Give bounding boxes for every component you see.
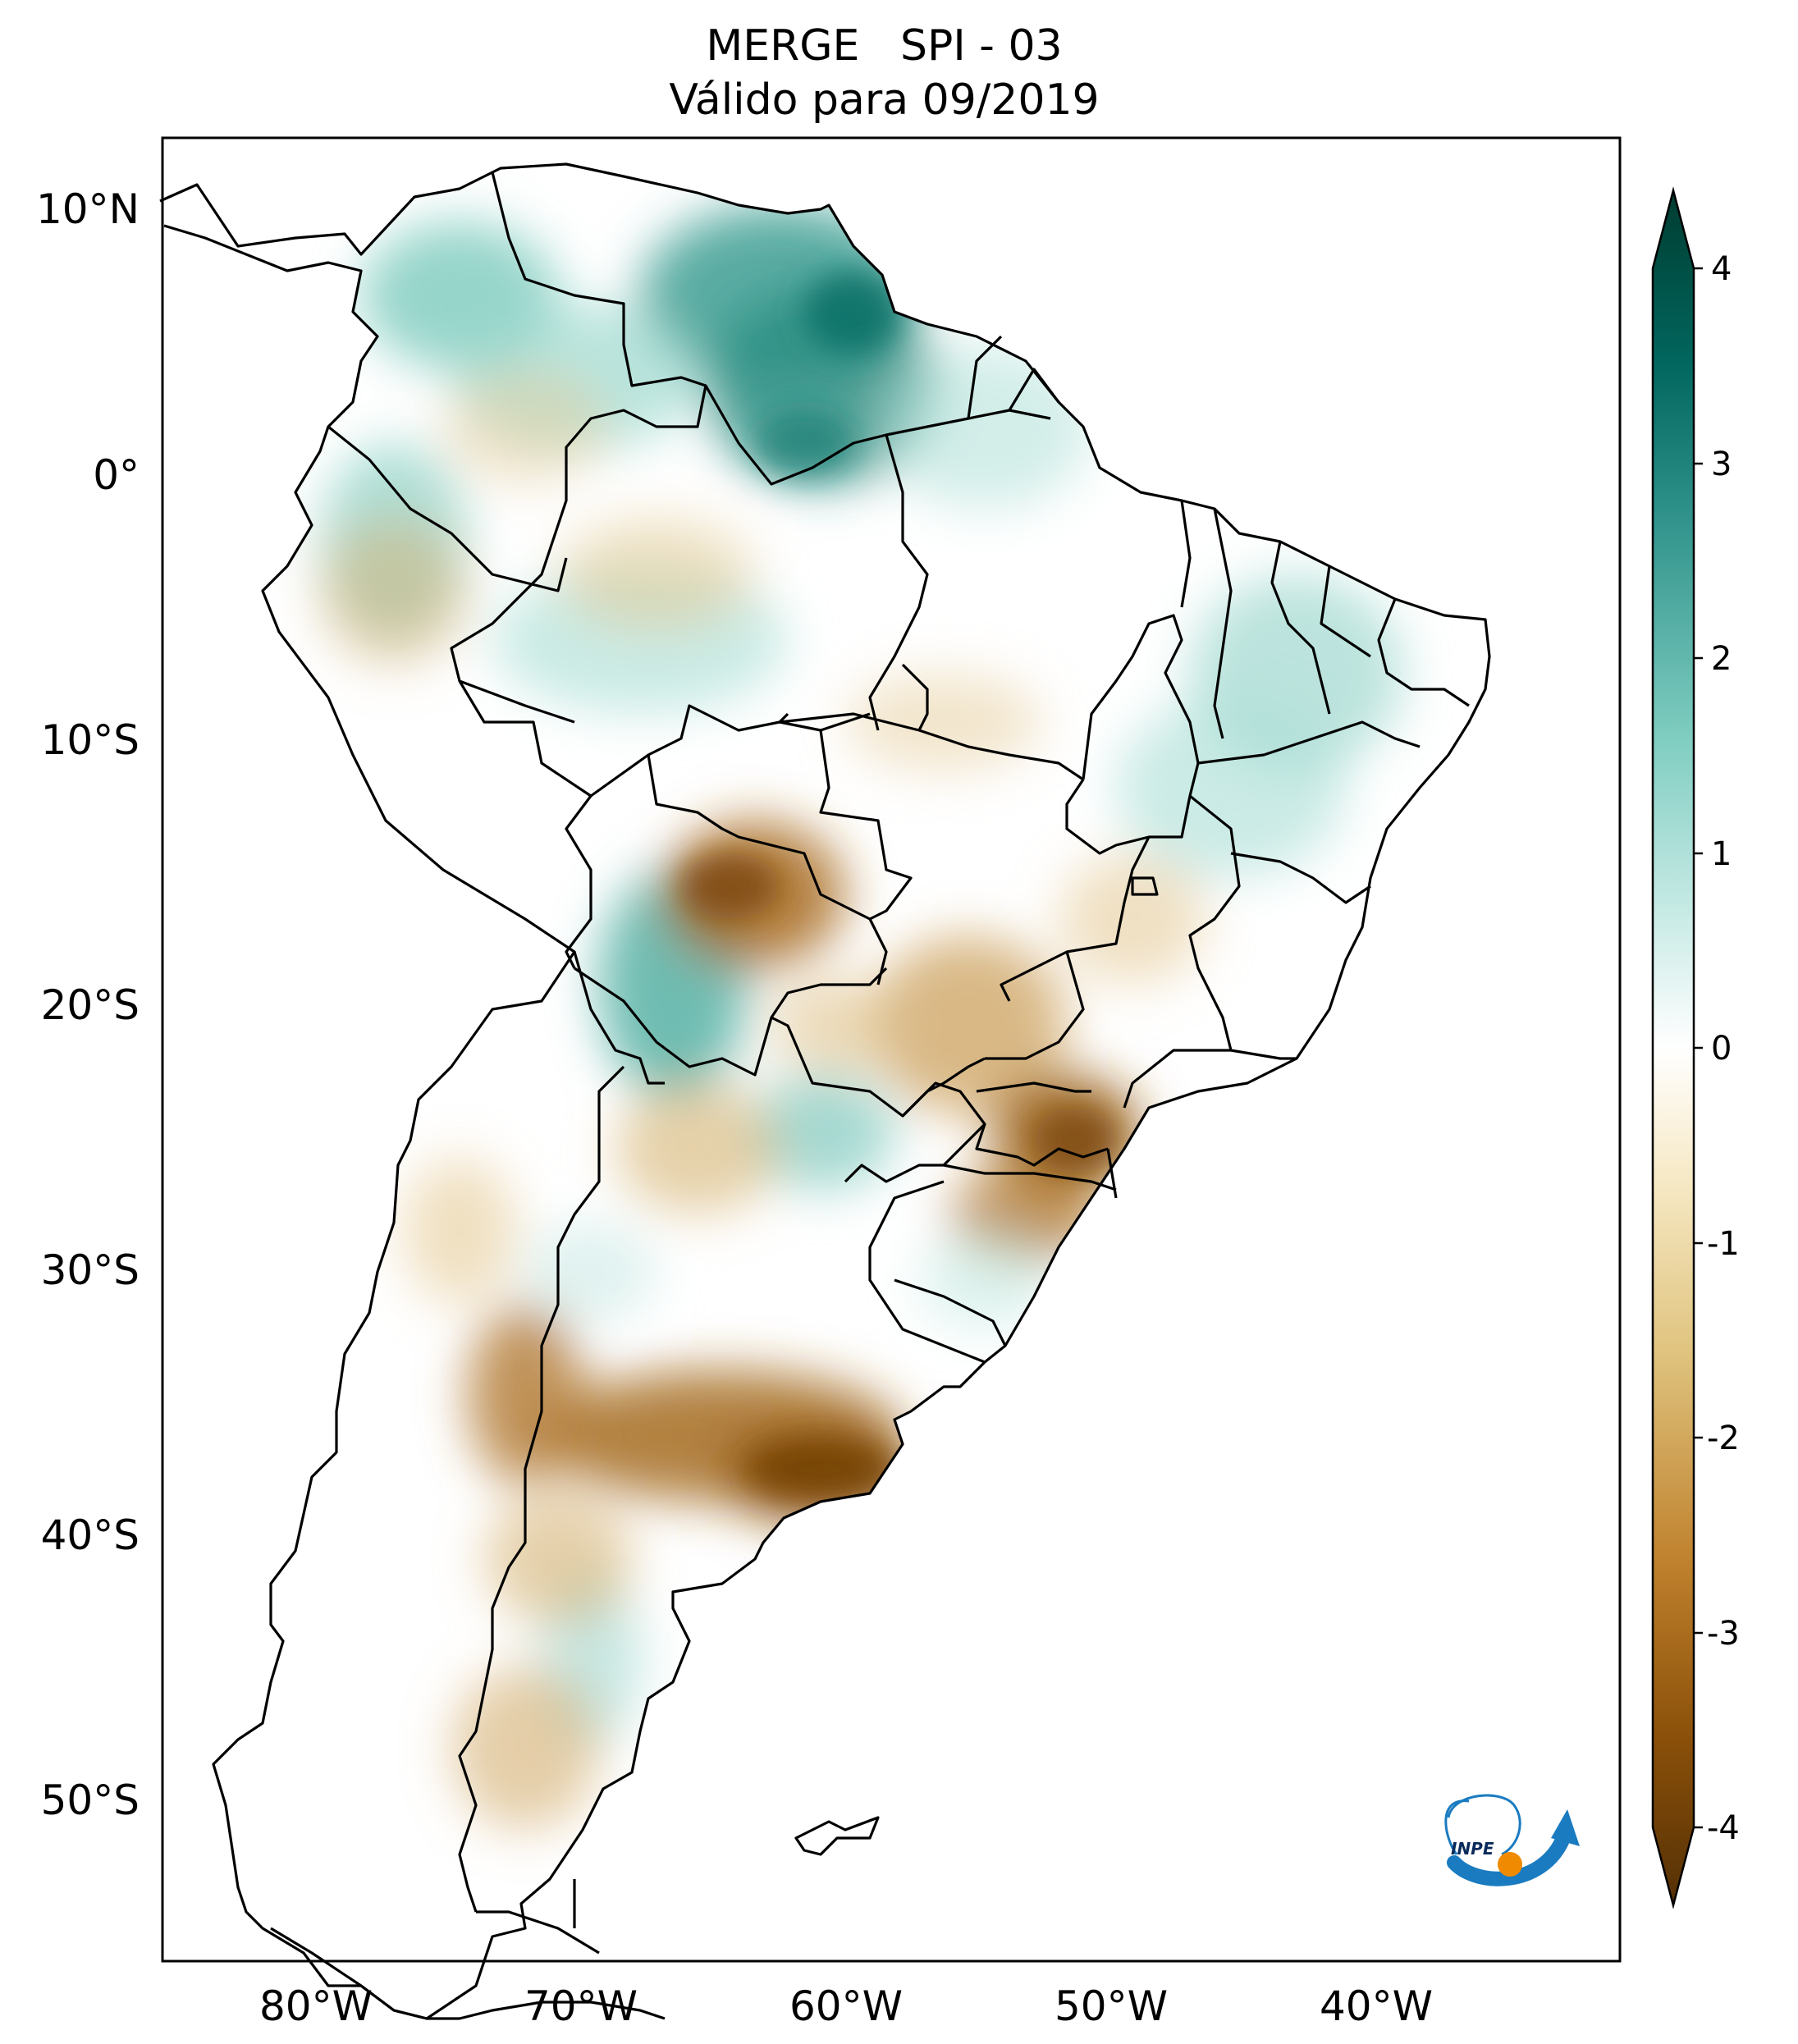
lat-tick-label: 20°S — [41, 981, 140, 1029]
lat-tick-label: 0° — [93, 451, 140, 499]
colorbar-tick-label: -3 — [1707, 1615, 1740, 1653]
lon-tick-label: 70°W — [524, 1982, 638, 2030]
colorbar-tick-label: 4 — [1711, 250, 1732, 288]
lat-tick-label: 30°S — [41, 1246, 140, 1294]
lat-tick-label: 50°S — [41, 1776, 140, 1824]
chart-title: MERGE SPI - 03 — [706, 21, 1063, 71]
lon-tick-label: 60°W — [789, 1982, 903, 2030]
colorbar-tick-label: 0 — [1711, 1030, 1732, 1068]
lon-tick-label: 80°W — [259, 1982, 373, 2030]
colorbar-tick-label: 1 — [1711, 835, 1732, 873]
lon-tick-label: 50°W — [1055, 1982, 1168, 2030]
colorbar-tick-label: 3 — [1711, 446, 1732, 483]
logo-sun-icon — [1498, 1852, 1522, 1877]
colorbar-scale — [1651, 186, 1695, 1909]
longitude-axis: 80°W 70°W 60°W 50°W 40°W — [259, 1982, 1433, 2030]
lat-tick-label: 10°S — [41, 716, 140, 764]
colorbar-tick-label: -1 — [1707, 1225, 1740, 1263]
map-frame — [161, 136, 1622, 1963]
colorbar-tick-label: -2 — [1707, 1420, 1740, 1457]
colorbar-tick-label: 2 — [1711, 640, 1732, 678]
lat-tick-label: 40°S — [41, 1511, 140, 1559]
colorbar-tick-label: -4 — [1707, 1809, 1740, 1847]
lat-tick-label: 10°N — [36, 185, 140, 233]
colorbar: 4 3 2 1 0 -1 -2 -3 -4 — [1651, 186, 1740, 1909]
chart-subtitle: Válido para 09/2019 — [669, 75, 1100, 125]
inpe-logo: INPE — [1444, 1794, 1580, 1886]
logo-text: INPE — [1451, 1839, 1494, 1859]
lon-tick-label: 40°W — [1320, 1982, 1433, 2030]
political-boundaries — [159, 162, 1491, 2020]
latitude-axis: 10°N 0° 10°S 20°S 30°S 40°S 50°S — [36, 185, 140, 1824]
